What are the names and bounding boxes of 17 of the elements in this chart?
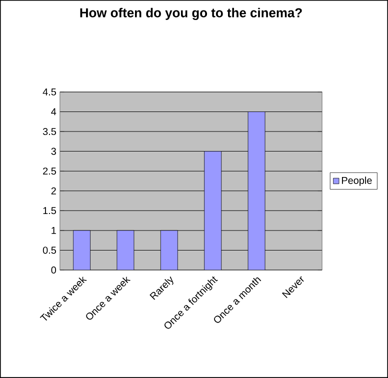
bar [160,230,178,270]
y-tick-label: 3 [51,148,56,155]
y-tick-label: 2.5 [43,168,56,175]
y-tick-label: 0 [51,266,56,274]
y-tick-label: 0.5 [42,246,56,254]
bar [204,151,222,270]
chart-title: How often do you go to the cinema? [80,8,302,20]
y-tick-label: 3.5 [42,128,56,136]
y-tick-label: 1.5 [43,207,56,214]
legend-label: People [342,176,372,186]
y-tick-label: 4 [51,108,56,116]
y-tick-label: 1 [52,227,56,234]
bar [248,112,266,270]
y-tick-label: 2 [51,187,56,194]
y-tick-label: 4.5 [42,88,56,96]
bar [73,230,90,270]
bar [116,230,134,270]
